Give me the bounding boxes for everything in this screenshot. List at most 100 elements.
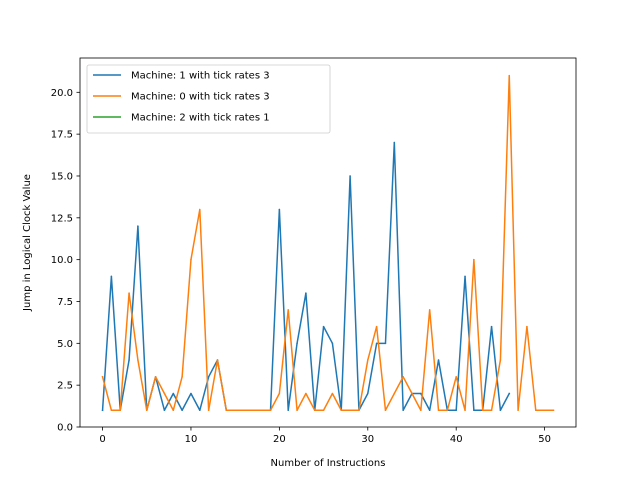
- y-axis: 0.0 2.5 5.0 7.5 10.0 12.5 15.0 17.5 20.0: [51, 88, 80, 434]
- data-point-s1-41: [464, 409, 466, 412]
- data-point-s1-37: [428, 309, 431, 311]
- data-point-s0-26: [331, 342, 334, 345]
- data-point-s1-38: [437, 409, 440, 412]
- data-point-s0-44: [490, 325, 493, 328]
- data-point-s1-51: [552, 409, 555, 412]
- plot-lines: [101, 74, 555, 412]
- data-point-s1-27: [340, 409, 343, 412]
- legend-label: Machine: 1 with tick rates 3: [131, 71, 270, 82]
- y-axis-label: Jump in Logical Clock Value: [22, 174, 33, 312]
- data-point-s0-36: [420, 392, 422, 395]
- data-point-s0-4: [137, 225, 139, 227]
- data-point-s1-15: [234, 409, 236, 412]
- data-point-s1-23: [305, 392, 307, 395]
- data-point-s1-24: [313, 409, 316, 412]
- data-point-s0-38: [437, 359, 440, 361]
- data-point-s1-35: [411, 392, 413, 395]
- data-point-s0-20: [278, 208, 281, 211]
- x-tick-label: 40: [450, 434, 463, 445]
- data-point-s1-0: [101, 376, 104, 378]
- data-point-s0-22: [296, 342, 298, 345]
- data-point-s1-39: [446, 409, 449, 412]
- x-tick-label: 30: [361, 434, 374, 445]
- data-point-s0-28: [349, 175, 351, 177]
- data-point-s1-1: [110, 409, 113, 412]
- x-axis: 0 10 20 30 40 50: [99, 427, 551, 445]
- data-point-s1-43: [481, 409, 484, 412]
- data-point-s1-2: [119, 409, 121, 412]
- series-line-1: [101, 74, 555, 412]
- legend: Machine: 1 with tick rates 3 Machine: 0 w…: [86, 64, 331, 134]
- data-point-s1-8: [172, 409, 175, 412]
- data-point-s0-31: [375, 342, 378, 345]
- data-point-s0-30: [367, 392, 369, 395]
- data-point-s1-22: [296, 409, 298, 412]
- y-tick-label: 5.0: [57, 339, 73, 350]
- y-tick-label: 0.0: [57, 423, 73, 434]
- plot-frame: [79, 57, 577, 428]
- data-point-s0-37: [428, 409, 431, 412]
- data-point-s1-10: [190, 258, 192, 261]
- y-tick-label: 10.0: [51, 255, 73, 266]
- y-tick-label: 7.5: [57, 297, 73, 308]
- x-axis-label: Number of Instructions: [271, 458, 386, 469]
- x-tick-label: 50: [538, 434, 551, 445]
- data-point-s1-42: [473, 258, 475, 261]
- data-point-s1-44: [490, 409, 493, 412]
- data-point-s1-13: [216, 359, 219, 361]
- y-tick-label: 12.5: [51, 213, 73, 224]
- data-point-s0-3: [128, 359, 130, 361]
- y-tick-label: 20.0: [51, 88, 73, 99]
- data-point-s0-1: [110, 275, 113, 278]
- data-point-s1-46: [508, 74, 510, 77]
- data-point-s1-5: [146, 409, 148, 412]
- data-point-s0-32: [384, 342, 387, 345]
- data-point-s0-7: [163, 409, 166, 412]
- data-point-s0-45: [499, 409, 502, 412]
- data-point-s0-42: [473, 409, 475, 412]
- data-point-s1-29: [358, 409, 360, 412]
- data-point-s1-31: [375, 325, 378, 328]
- data-point-s0-41: [464, 275, 466, 278]
- data-point-s1-36: [420, 409, 422, 412]
- data-point-s0-12: [207, 376, 210, 378]
- data-point-s1-12: [207, 409, 210, 412]
- data-point-s0-23: [305, 292, 307, 294]
- data-point-s1-48: [526, 325, 528, 328]
- data-point-s1-47: [517, 409, 519, 412]
- data-point-s1-26: [331, 392, 334, 395]
- x-tick-label: 10: [185, 434, 198, 445]
- data-point-s1-14: [225, 409, 228, 412]
- data-point-s1-30: [367, 359, 369, 361]
- data-point-s1-19: [269, 409, 272, 412]
- data-point-s0-25: [322, 325, 325, 328]
- data-point-s1-45: [499, 359, 502, 361]
- data-point-s1-18: [260, 409, 263, 412]
- data-point-s1-9: [181, 376, 183, 378]
- data-point-s0-21: [287, 409, 289, 412]
- data-point-s0-8: [172, 392, 175, 395]
- data-point-s0-0: [101, 409, 104, 412]
- data-point-s1-28: [349, 409, 351, 412]
- data-point-s0-11: [199, 409, 201, 412]
- data-point-s0-33: [393, 141, 396, 144]
- y-tick-label: 2.5: [57, 381, 73, 392]
- data-point-s1-11: [199, 208, 201, 211]
- legend-label: Machine: 0 with tick rates 3: [131, 92, 270, 103]
- legend-box: [86, 64, 331, 134]
- y-tick-label: 17.5: [51, 130, 73, 141]
- data-point-s1-32: [384, 409, 387, 412]
- data-point-s0-34: [402, 409, 404, 412]
- x-tick-label: 20: [273, 434, 286, 445]
- data-point-s1-3: [128, 292, 130, 294]
- data-point-s1-4: [137, 359, 139, 361]
- data-point-s1-16: [243, 409, 245, 412]
- x-tick-label: 0: [99, 434, 105, 445]
- data-point-s0-46: [508, 392, 510, 395]
- data-point-s0-9: [181, 409, 183, 412]
- data-point-s1-34: [402, 376, 404, 378]
- data-point-s1-40: [455, 376, 457, 378]
- data-point-s1-25: [322, 409, 325, 412]
- data-point-s1-49: [535, 409, 537, 412]
- y-tick-label: 15.0: [51, 171, 73, 182]
